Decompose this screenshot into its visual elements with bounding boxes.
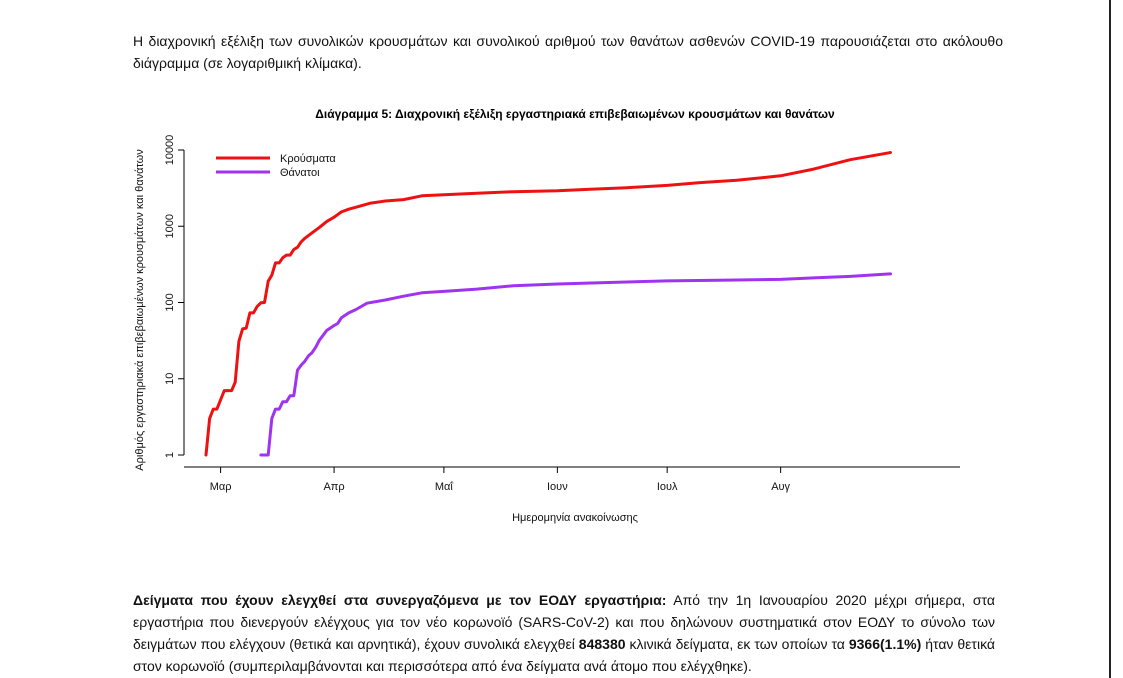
y-tick-label: 100 — [164, 293, 176, 311]
x-tick-label: Μαΐ — [435, 481, 454, 493]
x-tick-label: Αυγ — [771, 481, 790, 493]
series-lines — [204, 151, 892, 457]
y-tick-label: 10000 — [164, 135, 176, 166]
legend: Κρούσματα Θάνατοι — [216, 153, 336, 179]
x-tick-label: Απρ — [323, 481, 344, 493]
tests-lead: Δείγματα που έχουν ελεγχθεί στα συνεργαζ… — [133, 592, 667, 608]
tests-text-3: ήταν θετικά στον κορωνοϊό (συμπεριλαμβάν… — [133, 636, 995, 674]
tests-total: 848380 — [578, 636, 626, 652]
intro-paragraph: Η διαχρονική εξέλιξη των συνολικών κρουσ… — [133, 33, 1003, 71]
series-line-deaths — [259, 272, 892, 457]
x-tick-label: Ιουλ — [657, 481, 678, 493]
chart-title: Διάγραμμα 5: Διαχρονική εξέλιξη εργαστηρ… — [315, 107, 835, 121]
y-tick-label: 10 — [164, 373, 176, 385]
x-tick-label: Ιουν — [547, 481, 568, 493]
chart: Διάγραμμα 5: Διαχρονική εξέλιξη εργαστηρ… — [134, 107, 960, 524]
tests-text-2: κλινικά δείγματα, εκ των οποίων τα — [625, 636, 849, 652]
page-border — [1109, 0, 1111, 678]
y-axis-label: Αριθμός εργαστηριακά επιβεβαιωμένων κρου… — [134, 149, 146, 471]
y-tick-label: 1000 — [164, 214, 176, 238]
legend-label: Κρούσματα — [280, 153, 336, 165]
legend-label: Θάνατοι — [280, 167, 320, 179]
x-axis-label: Ημερομηνία ανακοίνωσης — [512, 512, 638, 524]
y-tick-label: 1 — [164, 452, 176, 458]
axes: 1 10 100 1000 10000 Μαρ Απρ Μαΐ Ιουν Ιουλ Αυγ — [164, 135, 960, 493]
tests-positive: 9366(1.1%) — [848, 636, 922, 652]
x-tick-label: Μαρ — [210, 481, 232, 493]
tests-paragraph: Δείγματα που έχουν ελεγχθεί στα συνεργαζ… — [133, 589, 995, 677]
tests-text-1: Από την 1η Ιανουαρίου 2020 μέχρι σήμερα,… — [133, 592, 995, 652]
series-line-cases — [204, 151, 892, 457]
